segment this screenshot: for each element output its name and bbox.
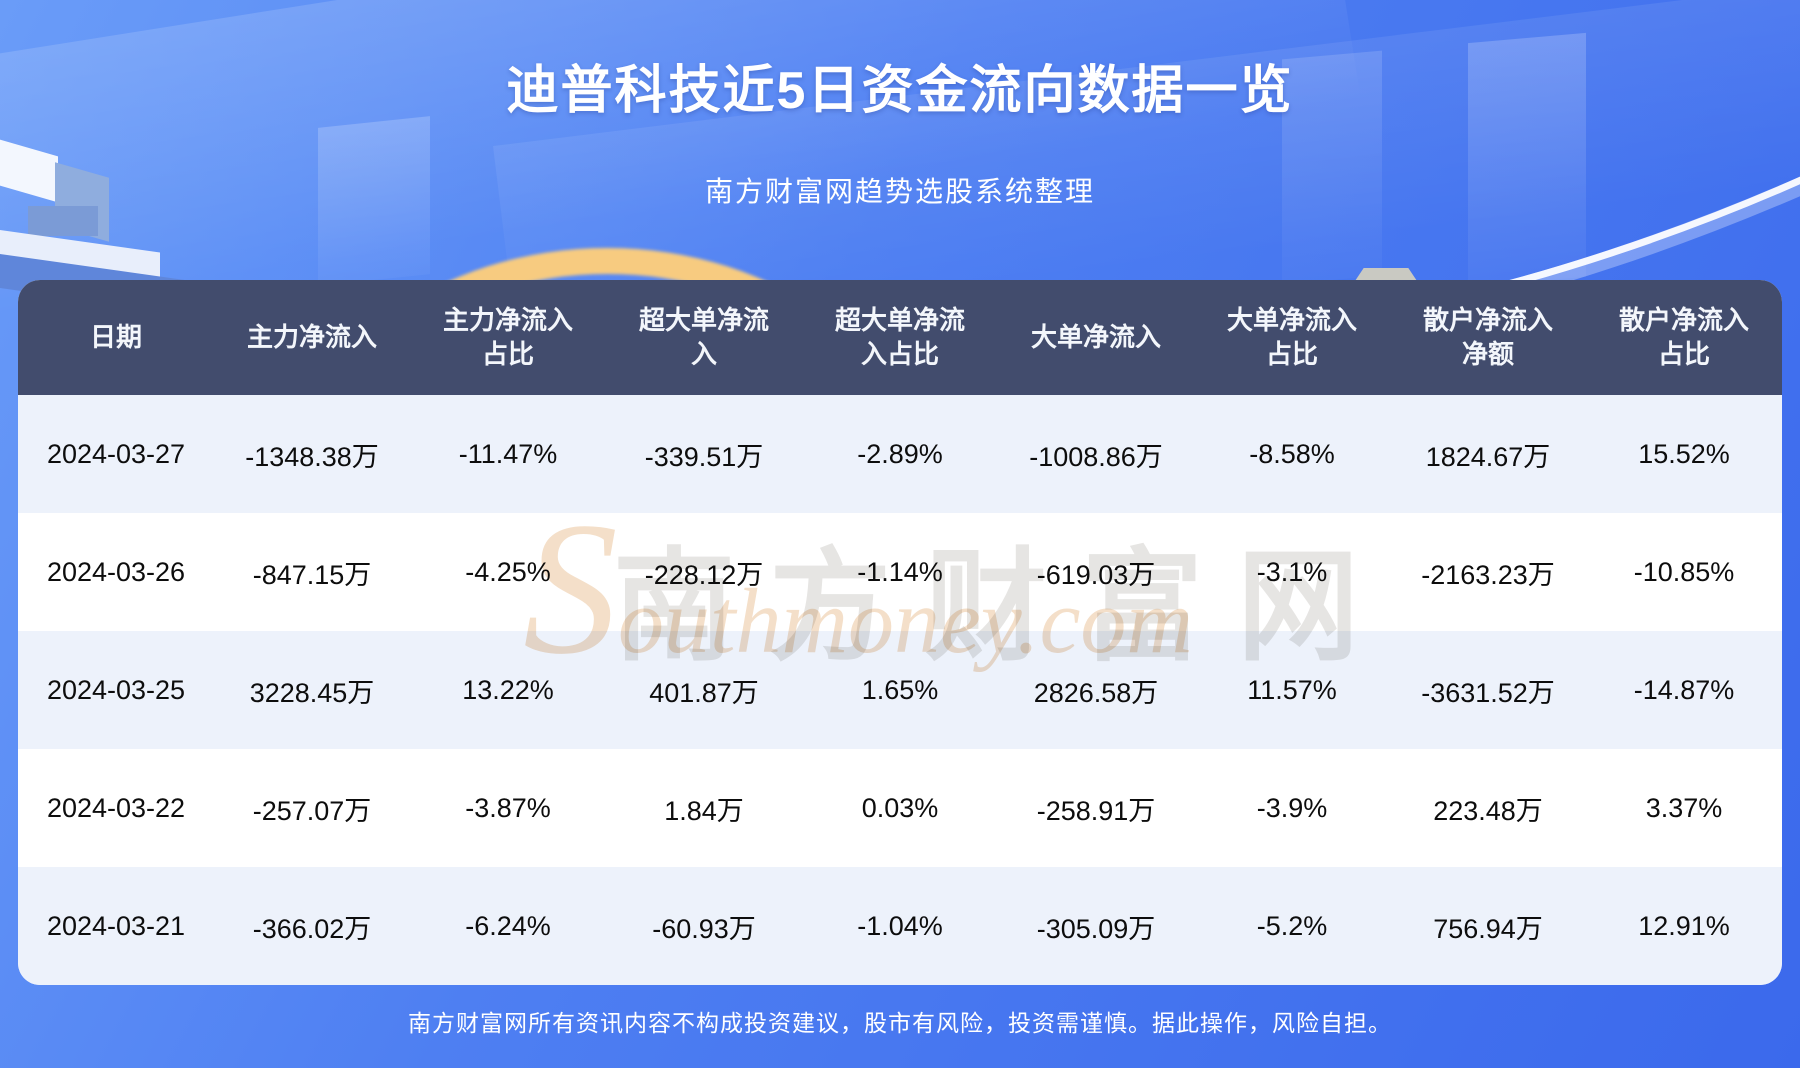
table-cell: -3.9% (1256, 792, 1328, 823)
column-header: 散户净流入 净额 (1422, 304, 1553, 369)
page-title: 迪普科技近5日资金流向数据一览 (506, 62, 1294, 120)
table-cell: 1824.67万 (1425, 441, 1551, 472)
table-row: 2024-03-27 -1348.38万 -11.47% -339.51万 -2.89%… (18, 395, 1782, 513)
table-cell: -1008.86万 (1029, 441, 1163, 472)
column-header: 散户净流入 占比 (1618, 304, 1749, 369)
table-cell: -228.12万 (644, 559, 764, 590)
table-cell: 2024-03-27 (46, 438, 186, 469)
table-cell: 3228.45万 (249, 677, 375, 708)
table-cell: -366.02万 (252, 913, 372, 944)
table-cell: 1.84万 (664, 795, 744, 826)
table-cell: -339.51万 (644, 441, 764, 472)
column-header: 主力净流入 占比 (442, 304, 573, 369)
table-cell: -305.09万 (1036, 913, 1156, 944)
table-cell: 2024-03-21 (46, 910, 186, 941)
table-cell: -257.07万 (252, 795, 372, 826)
table-cell: 2024-03-26 (46, 556, 186, 587)
table-cell: 1.65% (861, 674, 939, 705)
table-cell: -2163.23万 (1421, 559, 1555, 590)
table-cell: -8.58% (1249, 438, 1335, 469)
table-row: 2024-03-26 -847.15万 -4.25% -228.12万 -1.14% -6… (18, 513, 1782, 631)
table-cell: 401.87万 (649, 677, 759, 708)
disclaimer-text: 南方财富网所有资讯内容不构成投资建议，股市有风险，投资需谨慎。据此操作，风险自担… (408, 1010, 1392, 1036)
table-cell: -258.91万 (1036, 795, 1156, 826)
table-cell: 12.91% (1638, 910, 1730, 941)
table-cell: -11.47% (458, 438, 558, 469)
table-cell: 2024-03-25 (46, 674, 186, 705)
table-header-row: 日期 主力净流入 主力净流入 占比 超大单净流 入超大单净流 入占比 大单净流入 大单净流… (18, 280, 1782, 395)
table-cell: -1.04% (857, 910, 943, 941)
column-header: 大单净流入 占比 (1226, 304, 1357, 369)
column-header: 日期 (89, 321, 142, 352)
table-cell: -3.1% (1256, 556, 1328, 587)
table-cell: 756.94万 (1433, 913, 1543, 944)
table-cell: -60.93万 (652, 913, 756, 944)
building-decor (28, 206, 98, 236)
table-cell: -3.87% (465, 792, 551, 823)
table-cell: -619.03万 (1036, 559, 1156, 590)
table-cell: -4.25% (465, 556, 551, 587)
table-cell: 13.22% (462, 674, 554, 705)
table-cell: -2.89% (857, 438, 943, 469)
table-cell: 2826.58万 (1033, 677, 1159, 708)
table-cell: 15.52% (1638, 438, 1730, 469)
table-cell: -10.85% (1633, 556, 1735, 587)
column-header: 大单净流入 (1030, 321, 1161, 352)
table-cell: -1348.38万 (245, 441, 379, 472)
table-cell: 3.37% (1645, 792, 1723, 823)
table-cell: -6.24% (465, 910, 551, 941)
table-cell: -14.87% (1633, 674, 1735, 705)
table-cell: 2024-03-22 (46, 792, 186, 823)
table-body: 2024-03-27 -1348.38万 -11.47% -339.51万 -2.89%… (18, 395, 1782, 985)
column-header: 超大单净流 入占比 (834, 304, 965, 369)
column-header: 超大单净流 入 (638, 304, 769, 369)
table-cell: -847.15万 (252, 559, 372, 590)
table-cell: -1.14% (857, 556, 943, 587)
column-header: 主力净流入 (246, 321, 377, 352)
table-cell: -3631.52万 (1421, 677, 1555, 708)
table-cell: 11.57% (1247, 674, 1337, 705)
table-cell: 0.03% (861, 792, 939, 823)
table-row: 2024-03-25 3228.45万 13.22% 401.87万 1.65% 2826… (18, 631, 1782, 749)
table-row: 2024-03-21 -366.02万 -6.24% -60.93万 -1.04% -30… (18, 867, 1782, 985)
table-row: 2024-03-22 -257.07万 -3.87% 1.84万 0.03% -258.9… (18, 749, 1782, 867)
table-cell: 223.48万 (1433, 795, 1543, 826)
fund-flow-table: 日期 主力净流入 主力净流入 占比 超大单净流 入超大单净流 入占比 大单净流入 大单净流… (18, 280, 1782, 985)
page-subtitle: 南方财富网趋势选股系统整理 (704, 176, 1095, 207)
building-decor (0, 230, 160, 280)
table-cell: -5.2% (1256, 910, 1328, 941)
